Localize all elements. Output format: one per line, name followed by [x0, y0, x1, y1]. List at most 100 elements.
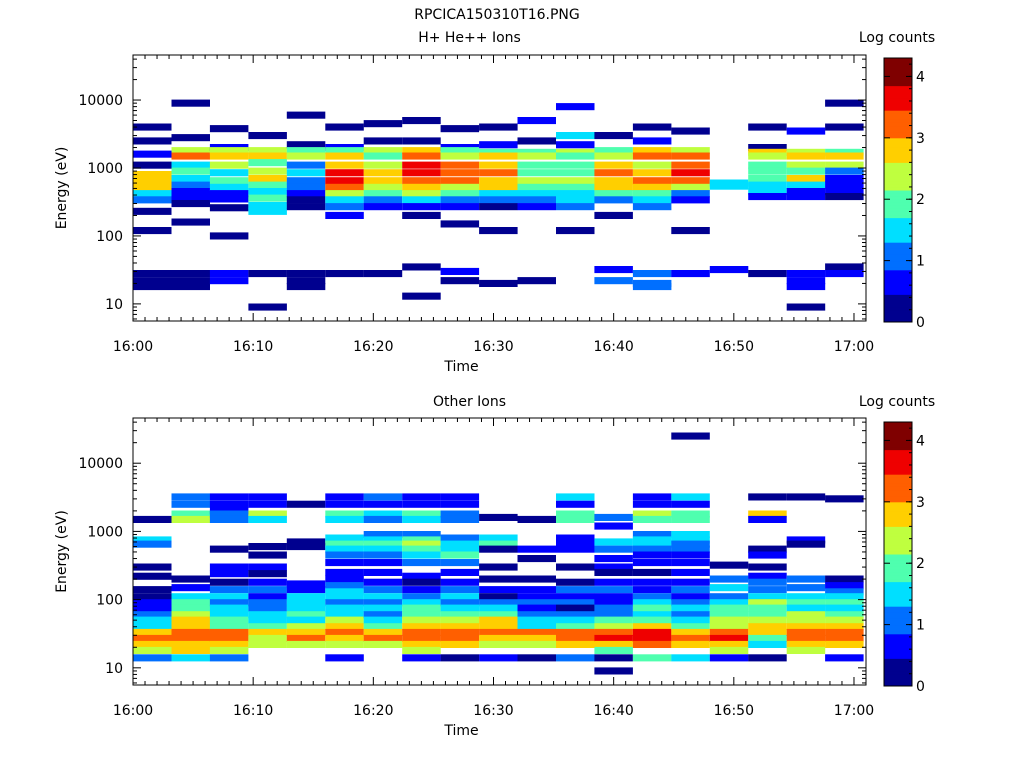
heatmap-cell — [825, 99, 864, 107]
colorbar-step — [884, 217, 912, 222]
heatmap-cell — [363, 616, 403, 624]
heatmap-cell — [671, 559, 710, 567]
heatmap-cell — [594, 152, 633, 160]
colorbar-step — [884, 106, 912, 111]
colorbar-step — [884, 427, 912, 432]
heatmap-cell — [209, 563, 249, 571]
heatmap-cell — [479, 169, 518, 177]
heatmap-cell — [517, 616, 556, 624]
heatmap-cell — [325, 540, 364, 548]
heatmap-cell — [325, 545, 364, 553]
heatmap-cell — [709, 182, 749, 190]
heatmap-cell — [171, 193, 210, 201]
heatmap-cell — [517, 515, 556, 523]
heatmap-cell — [556, 141, 595, 149]
heatmap-cell — [440, 604, 480, 612]
x-tick-label: 16:00 — [113, 339, 153, 355]
heatmap-cell — [209, 634, 249, 642]
y-tick-label: 10000 — [78, 93, 123, 109]
heatmap-cell — [133, 572, 172, 580]
heatmap-cell — [517, 593, 556, 601]
heatmap-cell — [479, 227, 518, 235]
colorbar-step — [884, 75, 912, 80]
heatmap-cell — [594, 640, 633, 648]
heatmap-cell — [133, 150, 172, 158]
heatmap-cell — [440, 616, 480, 624]
heatmap-cell — [440, 510, 480, 518]
heatmap-cell — [363, 578, 403, 586]
heatmap-cell — [594, 545, 633, 553]
colorbar-step — [884, 654, 912, 659]
colorbar-step — [884, 146, 912, 151]
heatmap-cell — [748, 599, 787, 607]
heatmap-cell — [479, 141, 518, 149]
heatmap-cell — [556, 540, 595, 548]
heatmap-cell — [286, 196, 326, 204]
heatmap-cell — [594, 563, 633, 571]
colorbar-step — [884, 498, 912, 503]
heatmap-cell — [632, 123, 672, 131]
heatmap-cell — [363, 634, 403, 642]
heatmap-cell — [325, 183, 364, 191]
heatmap-cell — [325, 123, 364, 131]
heatmap-cell — [402, 540, 441, 548]
heatmap-cell — [517, 634, 556, 642]
heatmap-cell — [748, 123, 787, 131]
heatmap-cell — [709, 593, 749, 601]
colorbar-step — [884, 300, 912, 305]
colorbar-step — [884, 479, 912, 484]
heatmap-cell — [786, 623, 826, 631]
colorbar-step — [884, 507, 912, 512]
heatmap-cell — [248, 623, 287, 631]
heatmap-cell — [363, 611, 403, 619]
heatmap-cell — [671, 152, 710, 160]
heatmap-cell — [517, 654, 556, 662]
heatmap-cell — [671, 227, 710, 235]
heatmap-cell — [286, 500, 326, 508]
heatmap-cell — [248, 303, 287, 311]
colorbar-step — [884, 164, 912, 170]
heatmap-cell — [402, 654, 441, 662]
heatmap-cell — [440, 634, 480, 642]
heatmap-cell — [133, 283, 172, 291]
heatmap-cell — [440, 161, 480, 169]
colorbar-step — [884, 455, 912, 460]
heatmap-cell — [171, 616, 210, 624]
heatmap-cell — [748, 634, 787, 642]
heatmap-cell — [632, 616, 672, 624]
heatmap-cell — [671, 196, 710, 204]
heatmap-cell — [363, 169, 403, 177]
colorbar-step — [884, 103, 912, 108]
x-tick-label: 16:10 — [233, 339, 273, 355]
heatmap-cell — [556, 640, 595, 648]
heatmap-cell — [479, 177, 518, 185]
colorbar-step — [884, 657, 912, 662]
heatmap-cell — [133, 540, 172, 548]
heatmap-cell — [632, 515, 672, 523]
heatmap-cell — [363, 203, 403, 211]
colorbar-step — [884, 229, 912, 234]
heatmap-cell — [786, 303, 826, 311]
colorbar-step — [884, 94, 912, 99]
colorbar-step — [884, 421, 912, 426]
heatmap-cell — [363, 599, 403, 607]
colorbar-step — [884, 275, 912, 280]
heatmap-cell — [363, 531, 403, 539]
heatmap-cell — [209, 628, 249, 636]
heatmap-cell — [363, 147, 403, 155]
heatmap-cell — [363, 515, 403, 523]
colorbar-tick-label: 3 — [916, 495, 925, 511]
colorbar-step — [884, 131, 912, 136]
heatmap-cell — [248, 628, 287, 636]
y-tick-label: 1000 — [87, 524, 123, 540]
heatmap-cell — [402, 611, 441, 619]
colorbar-step — [884, 152, 912, 157]
heatmap-cell — [479, 604, 518, 612]
heatmap-cell — [517, 604, 556, 612]
colorbar-step — [884, 158, 912, 163]
heatmap-cell — [632, 203, 672, 211]
heatmap-cell — [286, 599, 326, 607]
heatmap-cell — [248, 202, 287, 210]
heatmap-cell — [209, 604, 249, 612]
panel-title: Other Ions — [433, 394, 506, 410]
